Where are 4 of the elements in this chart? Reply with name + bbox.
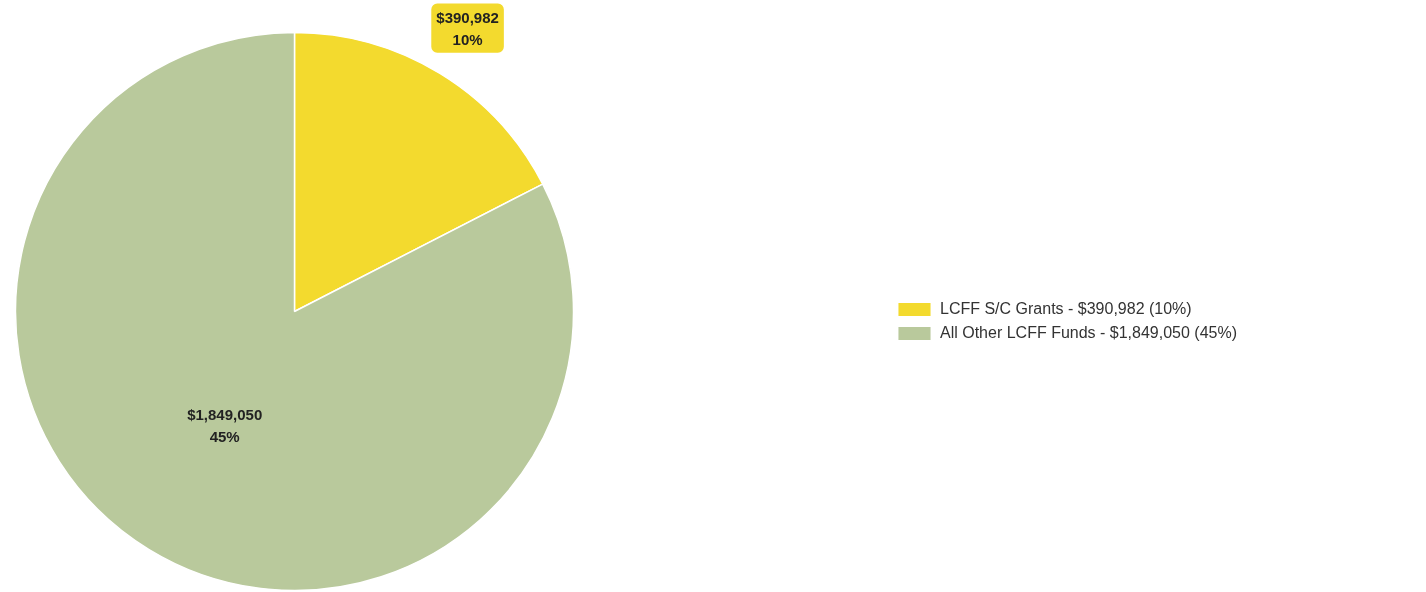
legend-label: All Other LCFF Funds - $1,849,050 (45%) bbox=[940, 324, 1238, 342]
legend-label: LCFF S/C Grants - $390,982 (10%) bbox=[940, 300, 1192, 318]
data-label: $1,849,050 45% bbox=[187, 406, 263, 446]
data-label: $390,982 10% bbox=[436, 8, 499, 48]
